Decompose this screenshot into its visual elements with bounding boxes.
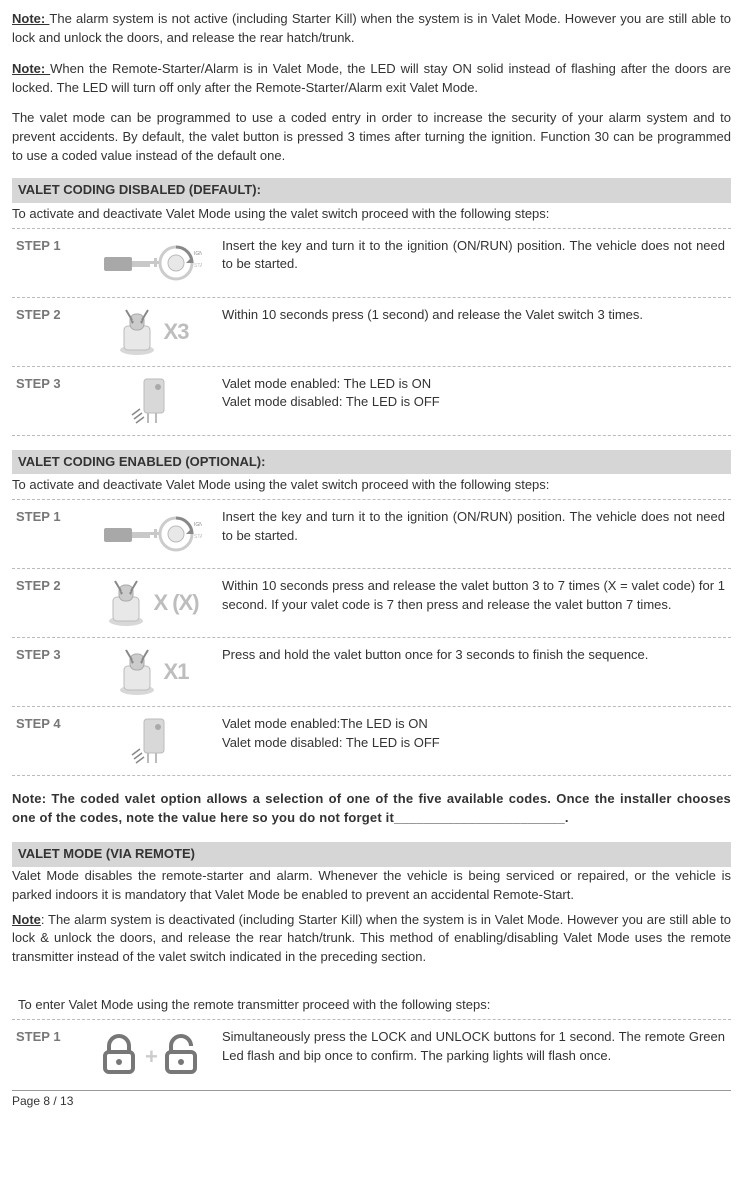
svg-text:+: + — [145, 1044, 158, 1069]
press-count: X3 — [164, 316, 189, 348]
press-count: X (X) — [153, 587, 198, 619]
step-row: STEP 4 Valet mode enabled:The LED is ON … — [12, 706, 731, 775]
page-footer: Page 8 / 13 — [12, 1090, 731, 1110]
step-label: STEP 3 — [12, 646, 82, 665]
step-label: STEP 3 — [12, 375, 82, 394]
led-module-icon — [82, 715, 222, 767]
section-header-remote: VALET MODE (VIA REMOTE) — [12, 842, 731, 867]
step-text: Valet mode enabled:The LED is ON Valet m… — [222, 715, 731, 753]
step-text: Valet mode enabled: The LED is ON Valet … — [222, 375, 731, 413]
svg-text:START: START — [194, 263, 202, 269]
svg-text:START: START — [194, 534, 202, 540]
ignition-key-icon: IGN START — [82, 508, 222, 560]
section-intro: To activate and deactivate Valet Mode us… — [12, 476, 731, 495]
step-label: STEP 4 — [12, 715, 82, 734]
step-text: Within 10 seconds press (1 second) and r… — [222, 306, 731, 325]
step-row: STEP 3 X1 Press and hold the valet butto… — [12, 637, 731, 706]
ignition-key-icon: IGN START — [82, 237, 222, 289]
note-paragraph: Note: When the Remote-Starter/Alarm is i… — [12, 60, 731, 98]
step-text: Insert the key and turn it to the igniti… — [222, 508, 731, 546]
valet-button-icon: X3 — [82, 306, 222, 358]
step-row: STEP 2 X (X) Within 10 seconds press and… — [12, 568, 731, 637]
step-text: Press and hold the valet button once for… — [222, 646, 731, 665]
step-row: STEP 3 Valet mode enabled: The LED is ON… — [12, 366, 731, 435]
step-label: STEP 1 — [12, 508, 82, 527]
enter-intro: To enter Valet Mode using the remote tra… — [12, 992, 731, 1019]
note-paragraph: Note: The alarm system is not active (in… — [12, 10, 731, 48]
valet-button-icon: X (X) — [82, 577, 222, 629]
valet-button-icon: X1 — [82, 646, 222, 698]
step-text: Insert the key and turn it to the igniti… — [222, 237, 731, 275]
note-text: When the Remote-Starter/Alarm is in Vale… — [12, 61, 731, 95]
coded-note: Note: The coded valet option allows a se… — [12, 790, 731, 828]
led-module-icon — [82, 375, 222, 427]
note-label: Note: — [12, 11, 49, 26]
section-intro: To activate and deactivate Valet Mode us… — [12, 205, 731, 224]
step-text: Within 10 seconds press and release the … — [222, 577, 731, 615]
section-header-enabled: VALET CODING ENABLED (OPTIONAL): — [12, 450, 731, 475]
step-label: STEP 2 — [12, 577, 82, 596]
intro-paragraph: The valet mode can be programmed to use … — [12, 109, 731, 166]
note-label: Note — [12, 912, 41, 927]
svg-text:IGN: IGN — [194, 522, 202, 528]
note-text: The alarm system is not active (includin… — [12, 11, 731, 45]
press-count: X1 — [164, 656, 189, 688]
step-row: STEP 1 + Simultaneously press the LOCK a… — [12, 1019, 731, 1082]
step-row: STEP 1 IGN START Insert the key and turn… — [12, 499, 731, 568]
step-label: STEP 1 — [12, 237, 82, 256]
step-label: STEP 2 — [12, 306, 82, 325]
remote-note: Note: The alarm system is deactivated (i… — [12, 911, 731, 968]
step-text: Simultaneously press the LOCK and UNLOCK… — [222, 1028, 731, 1066]
remote-body: Valet Mode disables the remote-starter a… — [12, 867, 731, 905]
step-label: STEP 1 — [12, 1028, 82, 1047]
note-label: Note: — [12, 61, 50, 76]
section-header-disabled: VALET CODING DISBALED (DEFAULT): — [12, 178, 731, 203]
step-row: STEP 2 X3 Within 10 seconds press (1 sec… — [12, 297, 731, 366]
lock-unlock-icon: + — [82, 1028, 222, 1080]
svg-text:IGN: IGN — [194, 251, 202, 257]
step-row: STEP 1 IGN START Insert the key and turn… — [12, 228, 731, 297]
